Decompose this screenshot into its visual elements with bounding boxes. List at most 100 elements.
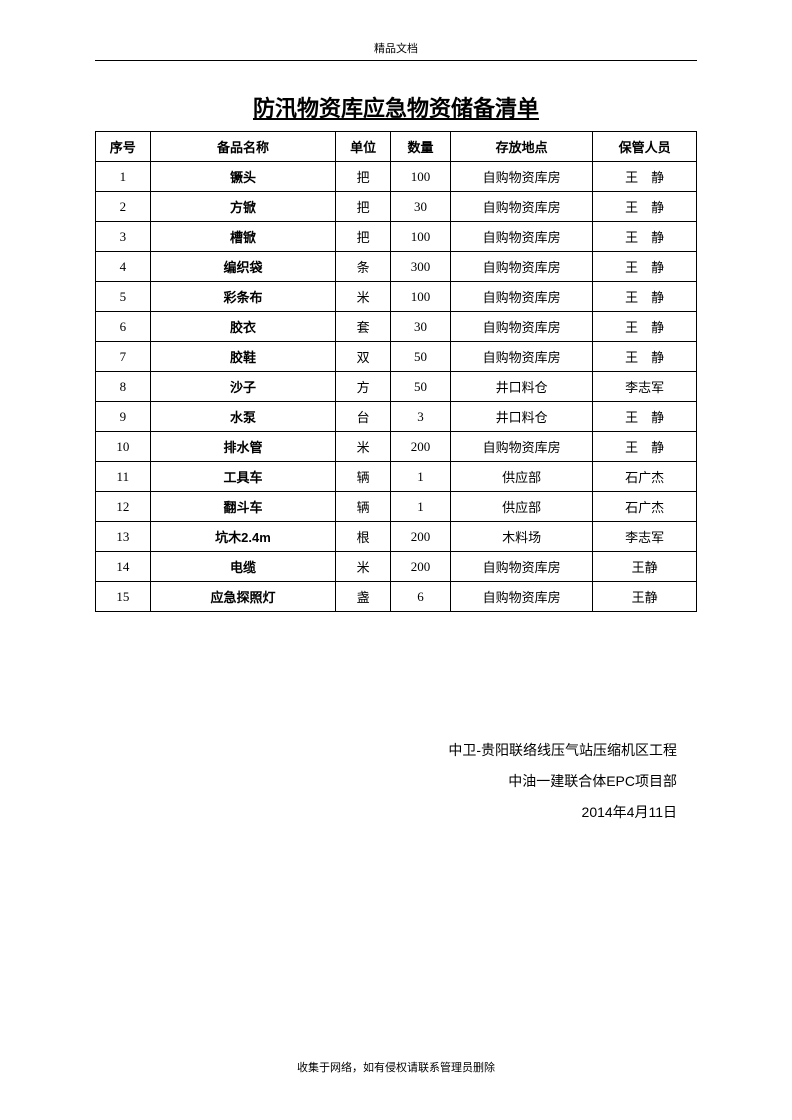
cell-loc: 自购物资库房 (451, 192, 593, 222)
cell-loc: 供应部 (451, 492, 593, 522)
table-row: 12翻斗车辆1供应部石广杰 (96, 492, 697, 522)
cell-keeper: 王 静 (593, 282, 697, 312)
cell-name: 槽锨 (150, 222, 336, 252)
cell-qty: 300 (391, 252, 451, 282)
cell-name: 坑木2.4m (150, 522, 336, 552)
table-row: 9水泵台3井口料仓王 静 (96, 402, 697, 432)
cell-unit: 套 (336, 312, 391, 342)
cell-qty: 200 (391, 522, 451, 552)
signature-block: 中卫-贵阳联络线压气站压缩机区工程 中油一建联合体EPC项目部 2014年4月1… (448, 735, 677, 827)
cell-unit: 辆 (336, 462, 391, 492)
cell-unit: 米 (336, 432, 391, 462)
cell-qty: 30 (391, 192, 451, 222)
cell-keeper: 王 静 (593, 252, 697, 282)
cell-name: 翻斗车 (150, 492, 336, 522)
cell-unit: 条 (336, 252, 391, 282)
cell-unit: 台 (336, 402, 391, 432)
cell-keeper: 王 静 (593, 192, 697, 222)
cell-keeper: 王 静 (593, 432, 697, 462)
col-header-keeper: 保管人员 (593, 132, 697, 162)
table-row: 8沙子方50井口料仓李志军 (96, 372, 697, 402)
cell-loc: 自购物资库房 (451, 222, 593, 252)
cell-loc: 自购物资库房 (451, 312, 593, 342)
cell-seq: 3 (96, 222, 151, 252)
cell-seq: 6 (96, 312, 151, 342)
cell-qty: 100 (391, 162, 451, 192)
cell-unit: 把 (336, 222, 391, 252)
cell-name: 胶衣 (150, 312, 336, 342)
table-row: 5彩条布米100自购物资库房王 静 (96, 282, 697, 312)
cell-loc: 自购物资库房 (451, 432, 593, 462)
cell-unit: 把 (336, 192, 391, 222)
cell-loc: 自购物资库房 (451, 252, 593, 282)
cell-loc: 自购物资库房 (451, 582, 593, 612)
cell-unit: 双 (336, 342, 391, 372)
table-row: 3槽锨把100自购物资库房王 静 (96, 222, 697, 252)
cell-unit: 米 (336, 282, 391, 312)
cell-unit: 米 (336, 552, 391, 582)
cell-seq: 15 (96, 582, 151, 612)
cell-qty: 100 (391, 282, 451, 312)
footer-note: 收集于网络，如有侵权请联系管理员删除 (0, 1059, 792, 1075)
cell-seq: 11 (96, 462, 151, 492)
cell-unit: 方 (336, 372, 391, 402)
table-row: 15应急探照灯盏6自购物资库房王静 (96, 582, 697, 612)
cell-qty: 1 (391, 492, 451, 522)
cell-keeper: 王 静 (593, 312, 697, 342)
inventory-table: 序号 备品名称 单位 数量 存放地点 保管人员 1镢头把100自购物资库房王 静… (95, 131, 697, 612)
cell-keeper: 王静 (593, 582, 697, 612)
cell-name: 镢头 (150, 162, 336, 192)
col-header-loc: 存放地点 (451, 132, 593, 162)
cell-keeper: 李志军 (593, 372, 697, 402)
document-title: 防汛物资库应急物资储备清单 (95, 91, 697, 123)
cell-seq: 10 (96, 432, 151, 462)
cell-loc: 自购物资库房 (451, 282, 593, 312)
table-row: 13坑木2.4m根200木料场李志军 (96, 522, 697, 552)
signature-line-3: 2014年4月11日 (448, 797, 677, 828)
header-rule (95, 60, 697, 61)
cell-qty: 50 (391, 342, 451, 372)
table-row: 2方锨把30自购物资库房王 静 (96, 192, 697, 222)
cell-unit: 盏 (336, 582, 391, 612)
table-row: 10排水管米200自购物资库房王 静 (96, 432, 697, 462)
cell-name: 电缆 (150, 552, 336, 582)
cell-qty: 30 (391, 312, 451, 342)
cell-qty: 50 (391, 372, 451, 402)
cell-qty: 200 (391, 552, 451, 582)
cell-loc: 井口料仓 (451, 402, 593, 432)
table-row: 7胶鞋双50自购物资库房王 静 (96, 342, 697, 372)
cell-qty: 6 (391, 582, 451, 612)
cell-seq: 8 (96, 372, 151, 402)
cell-name: 排水管 (150, 432, 336, 462)
cell-loc: 供应部 (451, 462, 593, 492)
col-header-name: 备品名称 (150, 132, 336, 162)
cell-seq: 12 (96, 492, 151, 522)
header-label: 精品文档 (95, 40, 697, 56)
cell-keeper: 王静 (593, 552, 697, 582)
cell-seq: 5 (96, 282, 151, 312)
cell-name: 编织袋 (150, 252, 336, 282)
table-row: 1镢头把100自购物资库房王 静 (96, 162, 697, 192)
table-row: 14电缆米200自购物资库房王静 (96, 552, 697, 582)
cell-name: 工具车 (150, 462, 336, 492)
signature-line-1: 中卫-贵阳联络线压气站压缩机区工程 (448, 735, 677, 766)
cell-name: 胶鞋 (150, 342, 336, 372)
cell-keeper: 王 静 (593, 222, 697, 252)
cell-keeper: 王 静 (593, 402, 697, 432)
table-row: 11工具车辆1供应部石广杰 (96, 462, 697, 492)
cell-seq: 1 (96, 162, 151, 192)
cell-keeper: 石广杰 (593, 492, 697, 522)
cell-unit: 把 (336, 162, 391, 192)
cell-qty: 200 (391, 432, 451, 462)
cell-qty: 3 (391, 402, 451, 432)
cell-keeper: 石广杰 (593, 462, 697, 492)
cell-seq: 2 (96, 192, 151, 222)
cell-keeper: 王 静 (593, 342, 697, 372)
cell-seq: 14 (96, 552, 151, 582)
cell-seq: 4 (96, 252, 151, 282)
cell-qty: 100 (391, 222, 451, 252)
table-row: 4编织袋条300自购物资库房王 静 (96, 252, 697, 282)
cell-qty: 1 (391, 462, 451, 492)
cell-loc: 木料场 (451, 522, 593, 552)
table-body: 1镢头把100自购物资库房王 静2方锨把30自购物资库房王 静3槽锨把100自购… (96, 162, 697, 612)
